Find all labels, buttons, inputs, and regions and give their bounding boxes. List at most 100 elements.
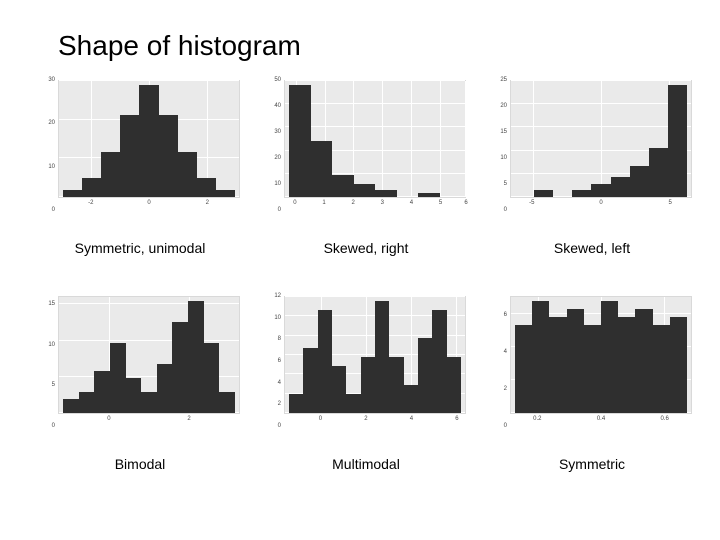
bar [389,357,403,413]
y-tick: 2 [278,401,281,407]
bar [432,310,446,413]
bar [216,190,235,197]
plot-area [284,296,466,414]
y-tick: 12 [274,293,281,299]
bar [601,301,618,413]
bar [670,317,687,413]
y-axis: 051015 [40,296,58,426]
panel-symmetric-unimodal: 0102030-202Symmetric, unimodal [40,80,240,256]
bar [63,399,79,413]
x-tick: 4 [410,416,413,422]
x-tick: 0.2 [533,416,541,422]
bar [82,178,101,197]
panel-caption: Symmetric [559,456,625,472]
bar [346,394,360,413]
bar [178,152,197,197]
bar [332,175,354,197]
bar [361,357,375,413]
bar [219,392,235,413]
y-tick: 8 [278,336,281,342]
y-tick: 40 [274,103,281,109]
bar [649,148,668,197]
bar [404,385,418,413]
x-axis: 0246 [284,414,466,426]
y-tick: 5 [52,382,55,388]
y-tick: 5 [504,181,507,187]
panel-caption: Multimodal [332,456,400,472]
bar [618,317,635,413]
y-tick: 4 [504,349,507,355]
bar [79,392,95,413]
panel-caption: Skewed, right [324,240,409,256]
bar [204,343,220,413]
y-tick: 10 [274,181,281,187]
y-tick: 0 [278,207,281,213]
plot-area [284,80,466,198]
y-tick: 25 [500,77,507,83]
x-axis: 0123456 [284,198,466,210]
y-tick: 10 [48,164,55,170]
plot-area [58,296,240,414]
y-tick: 30 [48,77,55,83]
x-tick: 2 [187,416,190,422]
bar [572,190,591,197]
x-tick: 2 [364,416,367,422]
bars [289,301,461,413]
y-tick: 0 [278,423,281,429]
bar [668,85,687,197]
bar [584,325,601,413]
y-tick: 50 [274,77,281,83]
bar [418,193,440,197]
y-tick: 2 [504,386,507,392]
x-tick: 0.4 [597,416,605,422]
bar [126,378,142,413]
panel-multimodal: 0246810120246Multimodal [266,296,466,472]
bar [318,310,332,413]
bar [311,141,333,197]
x-tick: -5 [529,200,534,206]
panel-skewed-right: 010203040500123456Skewed, right [266,80,466,256]
x-tick: 5 [668,200,671,206]
x-axis: -202 [58,198,240,210]
page-title: Shape of histogram [58,30,690,62]
bar [303,348,317,413]
y-tick: 20 [500,103,507,109]
x-axis: -505 [510,198,692,210]
panel-skewed-left: 0510152025-505Skewed, left [492,80,692,256]
y-tick: 10 [500,155,507,161]
y-axis: 024681012 [266,296,284,426]
bar [289,394,303,413]
bar [611,177,630,197]
bar [157,364,173,413]
x-tick: 2 [206,200,209,206]
plot-area [510,80,692,198]
x-tick: 3 [381,200,384,206]
bars [63,301,235,413]
bars [515,85,687,197]
y-tick: 10 [48,342,55,348]
x-tick: 6 [455,416,458,422]
panel-caption: Bimodal [115,456,166,472]
bars [515,301,687,413]
bar [141,392,157,413]
bar [139,85,158,197]
y-tick: 0 [504,423,507,429]
y-tick: 0 [504,207,507,213]
y-tick: 10 [274,315,281,321]
bar [515,325,532,413]
bar [567,309,584,413]
y-tick: 4 [278,380,281,386]
x-axis: 0.20.40.6 [510,414,692,426]
bar [653,325,670,413]
x-tick: 6 [464,200,467,206]
x-tick: 4 [410,200,413,206]
x-tick: -2 [88,200,93,206]
bar [188,301,204,413]
bar [197,178,216,197]
bar [332,366,346,413]
chart-grid: 0102030-202Symmetric, unimodal0102030405… [40,80,690,472]
y-axis: 0102030 [40,80,58,210]
bar [534,190,553,197]
bar [110,343,126,413]
panel-bimodal: 05101502Bimodal [40,296,240,472]
